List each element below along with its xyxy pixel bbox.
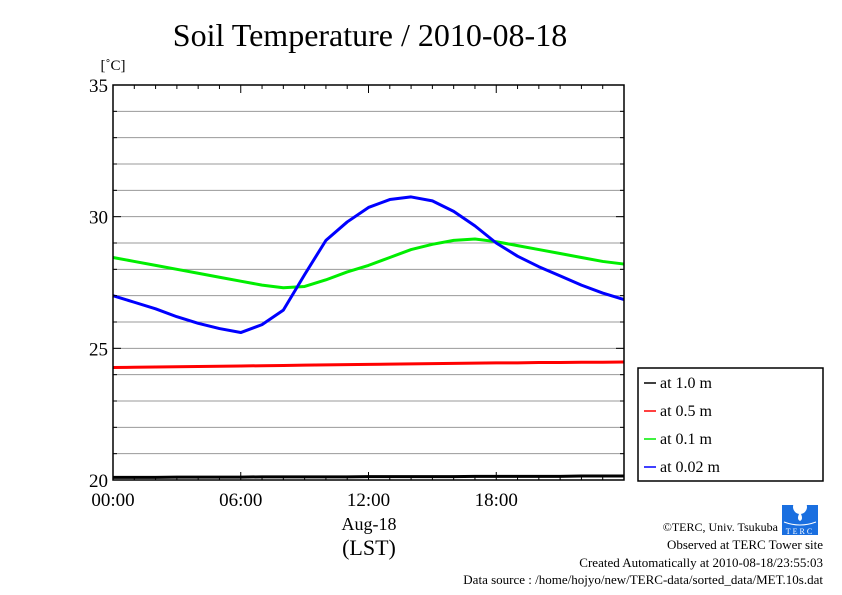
series-line-3 [112,195,625,335]
chart-title: Soil Temperature / 2010-08-18 [173,17,567,53]
x-axis-lst: (LST) [342,535,396,560]
series-line-2 [112,237,625,290]
series-line-1 [112,360,625,370]
legend-label: at 0.02 m [660,459,721,476]
legend-label: at 1.0 m [660,375,713,392]
y-tick-label: 25 [89,339,108,360]
legend-label: at 0.5 m [660,403,713,420]
observed-note: Observed at TERC Tower site [667,537,823,552]
x-tick-label: 18:00 [475,490,518,511]
data-source: Data source : /home/hojyo/new/TERC-data/… [463,572,823,587]
logo-text: TERC [786,527,814,536]
y-axis-unit: [˚C] [101,58,126,74]
series-lines [112,195,625,479]
x-tick-label: 06:00 [219,490,262,511]
legend-label: at 0.1 m [660,431,713,448]
axis-ticks: 20 25 30 35 00:00 06:00 12:00 18:00 [89,76,625,511]
y-tick-label: 30 [89,208,108,229]
y-tick-label: 20 [89,471,108,492]
x-tick-label: 00:00 [91,490,134,511]
x-axis-date: Aug-18 [342,514,397,534]
y-tick-label: 35 [89,76,108,97]
legend-box [637,367,824,482]
created-note: Created Automatically at 2010-08-18/23:5… [579,555,823,570]
terc-logo: TERC [782,500,818,536]
x-tick-label: 12:00 [347,490,390,511]
copyright: ©TERC, Univ. Tsukuba [663,520,779,534]
grid-lines [113,110,624,455]
plot-frame [112,84,625,481]
legend: at 1.0 m at 0.5 m at 0.1 m at 0.02 m [637,367,824,482]
